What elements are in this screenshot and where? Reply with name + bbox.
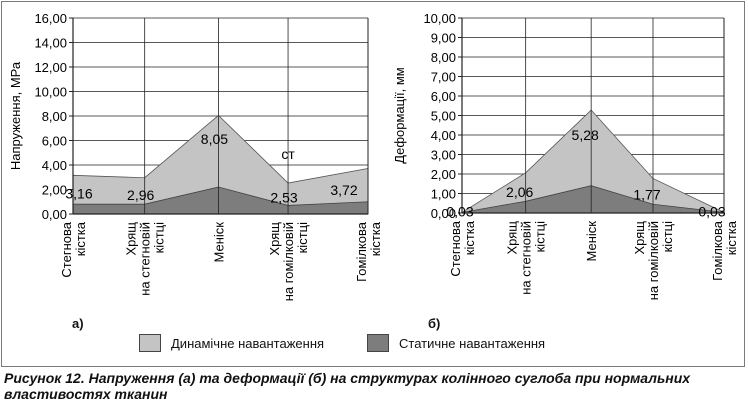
- legend-label-static: Статичне навантаження: [399, 335, 546, 351]
- legend: Динамічне навантаження Статичне навантаж…: [0, 334, 748, 358]
- x-tick-label-line: Стегнова: [59, 221, 74, 277]
- x-tick-label-line: кістка: [462, 220, 477, 255]
- x-tick-label: Гомілковакістка: [354, 221, 383, 282]
- x-tick-label-line: Меніск: [584, 221, 599, 262]
- x-tick-label-line: на стегновій: [138, 222, 153, 296]
- x-tick-label-line: Хрящ: [267, 222, 282, 256]
- x-tick-label-line: Хрящ: [632, 221, 647, 255]
- panel-label-b: б): [428, 316, 441, 331]
- data-label: 2,53: [270, 190, 297, 206]
- y-tick-label: 4,00: [431, 128, 456, 143]
- y-tick-label: 2,00: [431, 167, 456, 182]
- x-tick-label: Стегновакістка: [448, 220, 477, 276]
- legend-item-static: Статичне навантаження: [367, 334, 545, 352]
- x-tick-label: Хрящна стегновійкістці: [505, 221, 548, 295]
- y-tick-label: 9,00: [431, 31, 456, 46]
- x-tick-label: Хрящна гомілковійкістці: [267, 222, 310, 302]
- y-tick-label: 4,00: [42, 158, 67, 173]
- x-tick-label-line: кістці: [660, 221, 675, 252]
- legend-swatch-dynamic: [139, 334, 161, 352]
- x-tick-label: Стегновакістка: [59, 221, 88, 277]
- y-tick-label: 5,00: [431, 109, 456, 124]
- x-tick-label-line: Хрящ: [505, 221, 520, 255]
- figure-caption: Рисунок 12. Напруження (а) та деформації…: [4, 370, 691, 402]
- y-tick-label: 0,00: [431, 206, 456, 221]
- y-tick-label: 1,00: [431, 187, 456, 202]
- y-tick-label: 2,00: [42, 183, 67, 198]
- data-label: 2,06: [506, 184, 533, 200]
- x-tick-label-line: Гомілкова: [354, 221, 369, 282]
- y-axis-title: Напруження, МРа: [8, 61, 23, 170]
- x-tick-label-line: кістка: [724, 220, 739, 255]
- y-tick-label: 3,00: [431, 148, 456, 163]
- y-tick-label: 10,00: [423, 11, 456, 26]
- x-tick-label: Хрящна гомілковійкістці: [632, 221, 675, 301]
- x-tick-label-line: на гомілковій: [281, 222, 296, 301]
- data-label: 2,96: [127, 187, 154, 203]
- x-tick-label-line: Меніск: [211, 222, 226, 263]
- y-tick-label: 8,00: [431, 50, 456, 65]
- x-tick-label-line: кістка: [368, 221, 383, 256]
- y-tick-label: 0,00: [42, 207, 67, 222]
- x-tick-label: Меніск: [584, 221, 599, 262]
- x-tick-label-line: Хрящ: [124, 222, 139, 256]
- data-label: 3,16: [65, 186, 92, 202]
- x-tick-label-line: Стегнова: [448, 220, 463, 276]
- legend-label-dynamic: Динамічне навантаження: [171, 335, 325, 351]
- y-tick-label: 8,00: [42, 109, 67, 124]
- x-tick-label-line: Гомілкова: [710, 220, 725, 281]
- x-tick-label: Меніск: [211, 222, 226, 263]
- annotation: ст: [281, 146, 295, 162]
- data-label: 0,03: [446, 204, 473, 220]
- x-tick-label-line: кістка: [73, 221, 88, 256]
- data-label: 1,77: [633, 187, 660, 203]
- panel-label-a: а): [72, 316, 84, 331]
- x-tick-label: Хрящна стегновійкістці: [124, 222, 167, 296]
- legend-swatch-static: [367, 334, 389, 352]
- x-tick-label-line: на стегновій: [519, 221, 534, 295]
- y-tick-label: 7,00: [431, 70, 456, 85]
- data-label: 5,28: [572, 127, 599, 143]
- data-label: 8,05: [201, 131, 228, 147]
- x-tick-label: Гомілковакістка: [710, 220, 739, 281]
- y-tick-label: 16,00: [34, 11, 67, 26]
- data-label: 0,03: [698, 204, 725, 220]
- x-tick-label-line: на гомілковій: [646, 221, 661, 300]
- y-tick-label: 6,00: [431, 89, 456, 104]
- y-tick-label: 6,00: [42, 134, 67, 149]
- x-tick-label-line: кістці: [295, 222, 310, 253]
- y-tick-label: 10,00: [34, 85, 67, 100]
- legend-item-dynamic: Динамічне навантаження: [139, 334, 324, 352]
- y-tick-label: 14,00: [34, 36, 67, 51]
- y-tick-label: 12,00: [34, 60, 67, 75]
- x-tick-label-line: кістці: [533, 221, 548, 252]
- x-tick-label-line: кістці: [152, 222, 167, 253]
- y-axis-title: Деформації, мм: [392, 67, 407, 163]
- data-label: 3,72: [330, 182, 357, 198]
